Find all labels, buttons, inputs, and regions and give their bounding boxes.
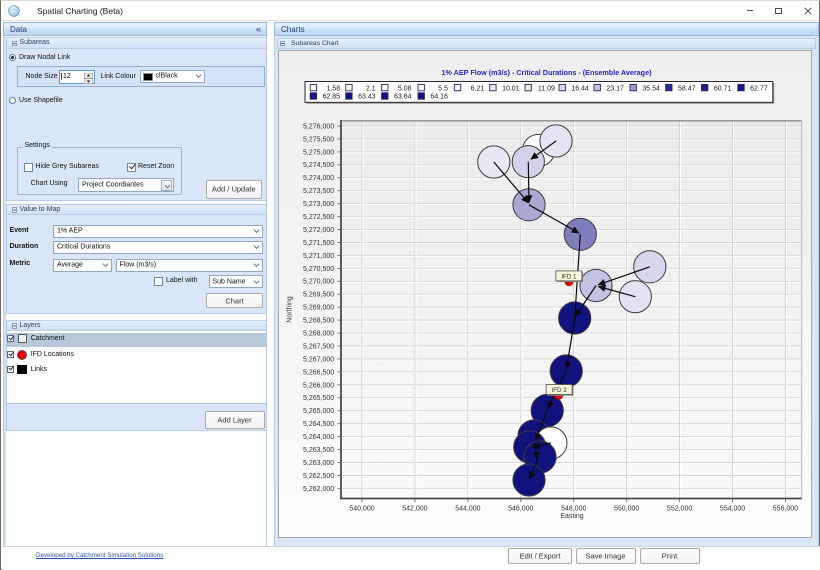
svg-text:5,274,500: 5,274,500 (303, 162, 334, 169)
svg-text:6.21: 6.21 (470, 85, 484, 92)
svg-text:5,262,500: 5,262,500 (303, 472, 334, 479)
svg-text:5,268,500: 5,268,500 (303, 317, 334, 324)
svg-text:5,269,500: 5,269,500 (303, 291, 334, 298)
svg-text:IFD 1: IFD 1 (561, 273, 577, 280)
svg-text:10.01: 10.01 (502, 85, 520, 92)
svg-text:5,271,500: 5,271,500 (303, 239, 334, 246)
svg-text:5,262,000: 5,262,000 (303, 485, 334, 492)
svg-text:5,265,000: 5,265,000 (303, 408, 334, 415)
svg-text:11.09: 11.09 (537, 85, 554, 92)
svg-text:556,000: 556,000 (772, 505, 797, 512)
svg-text:5,273,500: 5,273,500 (303, 188, 334, 195)
svg-text:5,272,000: 5,272,000 (303, 226, 334, 233)
svg-text:5,263,000: 5,263,000 (303, 459, 334, 466)
svg-text:5,266,500: 5,266,500 (303, 369, 334, 376)
svg-text:5,275,500: 5,275,500 (303, 136, 334, 143)
svg-text:5,263,500: 5,263,500 (303, 446, 334, 453)
svg-text:552,000: 552,000 (666, 505, 691, 512)
svg-text:2.1: 2.1 (365, 85, 375, 92)
svg-text:5,271,000: 5,271,000 (303, 252, 334, 259)
svg-text:5,266,000: 5,266,000 (303, 382, 334, 389)
svg-text:5,274,000: 5,274,000 (303, 175, 334, 182)
svg-text:Northing: Northing (286, 296, 293, 323)
svg-text:62.85: 62.85 (322, 93, 340, 100)
svg-text:5,268,000: 5,268,000 (303, 330, 334, 337)
svg-text:5,273,000: 5,273,000 (303, 201, 334, 208)
svg-text:5,264,500: 5,264,500 (303, 421, 334, 428)
svg-text:63.64: 63.64 (393, 93, 411, 100)
svg-text:Easting: Easting (560, 513, 583, 520)
svg-text:62.77: 62.77 (750, 85, 768, 92)
svg-text:5,267,000: 5,267,000 (303, 356, 334, 363)
svg-text:35.54: 35.54 (642, 85, 660, 92)
svg-text:554,000: 554,000 (719, 505, 744, 512)
svg-text:5,270,500: 5,270,500 (303, 265, 334, 272)
svg-text:546,000: 546,000 (508, 505, 533, 512)
svg-text:5,275,000: 5,275,000 (303, 149, 334, 156)
svg-text:1.58: 1.58 (326, 85, 340, 92)
svg-text:60.71: 60.71 (713, 85, 731, 92)
svg-text:5,276,000: 5,276,000 (303, 123, 334, 130)
svg-text:5,265,500: 5,265,500 (303, 395, 334, 402)
svg-text:5,269,000: 5,269,000 (303, 304, 334, 311)
svg-text:5.5: 5.5 (438, 85, 448, 92)
svg-text:5,270,000: 5,270,000 (303, 278, 334, 285)
svg-text:5.08: 5.08 (397, 85, 411, 92)
svg-text:540,000: 540,000 (349, 505, 374, 512)
svg-text:544,000: 544,000 (455, 505, 480, 512)
svg-text:550,000: 550,000 (613, 505, 638, 512)
svg-text:64.16: 64.16 (430, 93, 448, 100)
svg-text:23.17: 23.17 (606, 85, 624, 92)
svg-text:IFD 2: IFD 2 (551, 387, 567, 394)
svg-text:5,272,500: 5,272,500 (303, 214, 334, 221)
svg-text:16.44: 16.44 (571, 85, 589, 92)
svg-text:63.43: 63.43 (358, 93, 376, 100)
svg-text:548,000: 548,000 (561, 505, 586, 512)
svg-text:5,267,500: 5,267,500 (303, 343, 334, 350)
svg-text:1% AEP Flow (m3/s) - Critical: 1% AEP Flow (m3/s) - Critical Durations … (441, 68, 652, 77)
svg-text:542,000: 542,000 (402, 505, 427, 512)
svg-text:5,264,000: 5,264,000 (303, 434, 334, 441)
svg-text:58.47: 58.47 (677, 85, 695, 92)
